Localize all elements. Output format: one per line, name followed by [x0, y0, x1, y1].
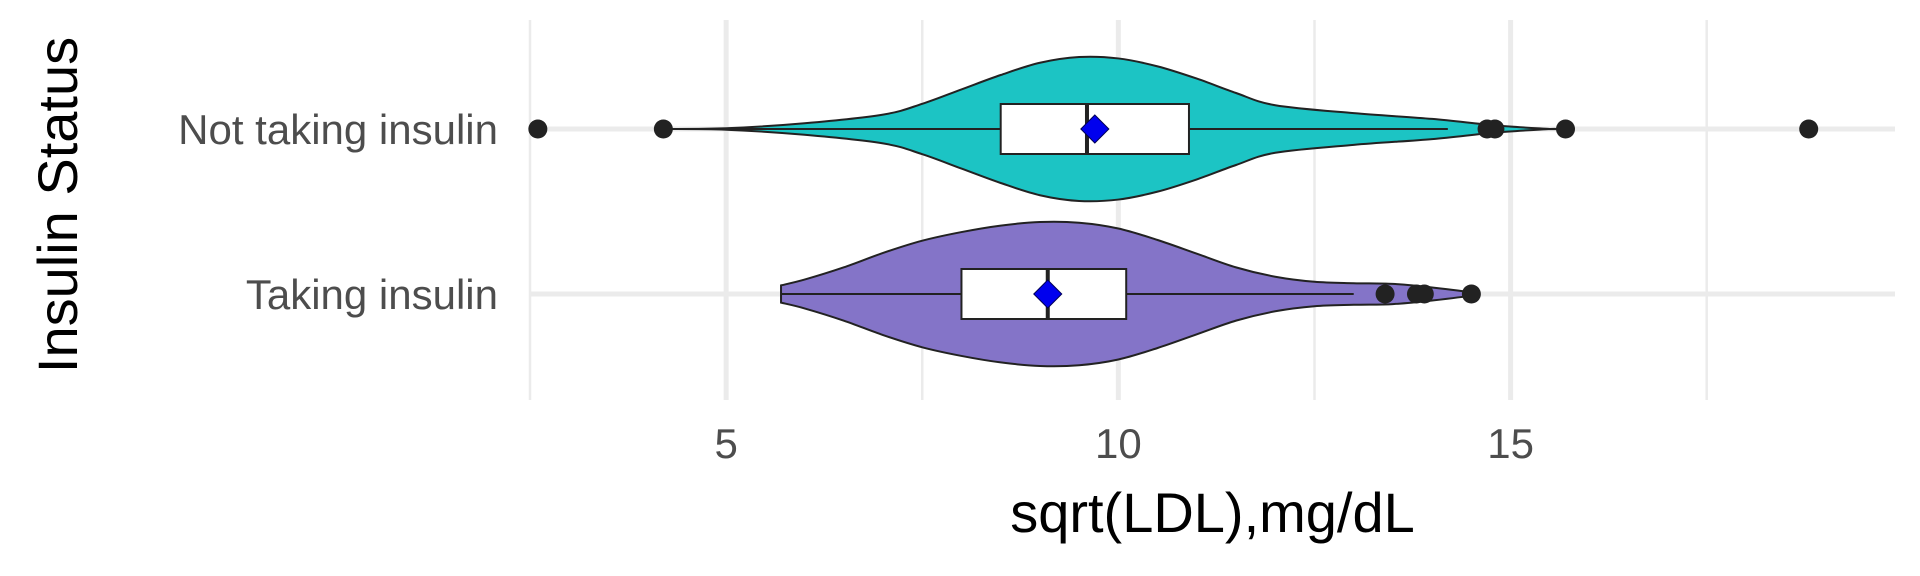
outlier-point [1485, 119, 1505, 139]
outlier-point [1461, 284, 1481, 304]
outlier-point [653, 119, 673, 139]
x-tick-labels: 5 10 15 [714, 420, 1534, 467]
mean-marker [1080, 114, 1110, 144]
outlier-point [1556, 119, 1576, 139]
outlier-point [1414, 284, 1434, 304]
outlier-point [528, 119, 548, 139]
x-tick-label: 15 [1487, 420, 1534, 467]
grid [528, 20, 1895, 400]
outlier-point [1799, 119, 1819, 139]
y-axis-title: Insulin Status [26, 37, 89, 373]
violin-group [528, 55, 1819, 203]
y-tick-label: Taking insulin [246, 271, 498, 318]
x-axis-title: sqrt(LDL),mg/dL [1010, 481, 1415, 544]
x-tick-label: 10 [1095, 420, 1142, 467]
y-tick-labels: Not taking insulin Taking insulin [178, 106, 498, 318]
y-tick-label: Not taking insulin [178, 106, 498, 153]
violin-group [780, 220, 1481, 368]
violin-groups [528, 55, 1819, 368]
x-tick-label: 5 [714, 420, 737, 467]
outlier-point [1375, 284, 1395, 304]
mean-marker [1033, 279, 1063, 309]
